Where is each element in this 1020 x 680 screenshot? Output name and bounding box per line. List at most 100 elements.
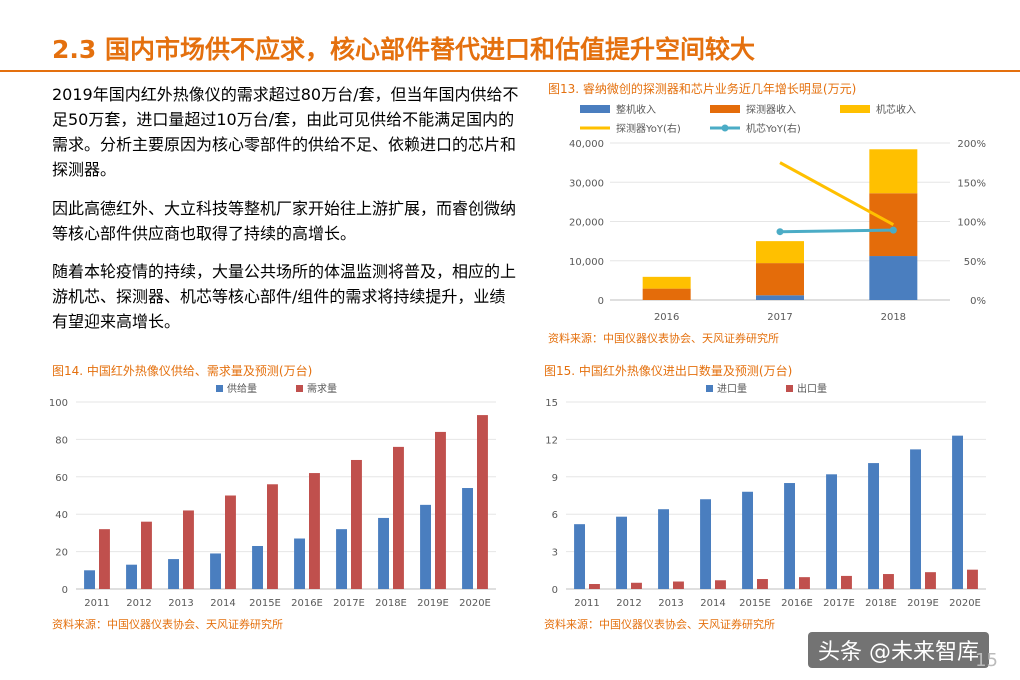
bar: [700, 499, 711, 589]
y-tick-label: 10,000: [569, 257, 604, 268]
bar: [967, 569, 978, 589]
fig13-title: 图13. 睿纳微创的探测器和芯片业务近几年增长明显(万元): [548, 82, 857, 96]
x-tick-label: 2018E: [865, 598, 897, 609]
bar: [658, 509, 669, 589]
y-tick-label: 15: [545, 398, 558, 409]
series-line: [779, 228, 894, 234]
legend-label: 机芯收入: [876, 103, 916, 116]
bar: [589, 584, 600, 589]
x-tick-label: 2019E: [417, 598, 449, 609]
legend-label: 机芯YoY(右): [746, 122, 801, 135]
x-tick-label: 2014: [210, 598, 235, 609]
bar: [183, 510, 194, 589]
x-tick-label: 2017E: [333, 598, 365, 609]
page-title: 2.3 国内市场供不应求，核心部件替代进口和估值提升空间较大: [52, 35, 755, 64]
legend-label: 供给量: [227, 382, 257, 395]
x-tick-label: 2020E: [459, 598, 491, 609]
fig14-chart: 0 20 40 60 80 100 2011 2012 2013 2014 2015E 2016E 20…: [49, 382, 496, 609]
x-tick-label: 2018E: [375, 598, 407, 609]
bar: [715, 580, 726, 589]
y-tick-label: 80: [55, 435, 68, 446]
legend-swatch: [840, 105, 870, 113]
x-tick-label: 2012: [616, 598, 641, 609]
title-divider: [0, 70, 1020, 72]
bar: [252, 545, 263, 589]
bar: [351, 459, 362, 589]
x-tick-label: 2016E: [291, 598, 323, 609]
y-tick-label: 6: [552, 510, 558, 521]
x-tick-label: 2016E: [781, 598, 813, 609]
bar: [225, 495, 236, 589]
y-tick-label: 30,000: [569, 178, 604, 189]
x-tick-label: 2017E: [823, 598, 855, 609]
fig15-chart: 0 3 6 9 12 15 2011 2012 2013 2014 2015E 2016E 2017E 2…: [545, 382, 986, 609]
fig15-title: 图15. 中国红外热像仪进出口数量及预测(万台): [544, 364, 793, 378]
y-tick-label: 60: [55, 473, 68, 484]
legend-swatch: [706, 385, 713, 392]
page-number: 15: [975, 650, 998, 671]
x-tick-label: 2019E: [907, 598, 939, 609]
legend-swatch: [786, 385, 793, 392]
bar: [141, 521, 152, 589]
x-tick-label: 2014: [700, 598, 725, 609]
x-tick-label: 2015E: [739, 598, 771, 609]
bar: [631, 582, 642, 589]
bar: [826, 474, 837, 589]
bar: [309, 473, 320, 589]
bar: [883, 574, 894, 589]
paragraph-1: 2019年国内红外热像仪的需求超过80万台/套，但当年国内供给不足50万套，进口…: [52, 85, 519, 179]
legend-swatch: [580, 105, 610, 113]
bar: [841, 575, 852, 589]
bar: [99, 529, 110, 589]
bar: [925, 572, 936, 589]
legend-label: 整机收入: [616, 103, 656, 116]
x-tick-label: 2017: [767, 312, 792, 323]
y-tick-label: 12: [545, 435, 558, 446]
x-tick-label: 2011: [574, 598, 599, 609]
y-tick-label: 40: [55, 510, 68, 521]
x-tick-label: 2013: [168, 598, 193, 609]
bar-segment: [642, 288, 691, 300]
bar-segment: [869, 149, 918, 194]
y2-tick-label: 100%: [957, 218, 986, 229]
y-tick-label: 3: [552, 548, 558, 559]
bar-segment: [756, 295, 804, 300]
x-tick-label: 2013: [658, 598, 683, 609]
bar: [673, 581, 684, 589]
bar: [742, 491, 753, 589]
x-tick-label: 2011: [84, 598, 109, 609]
bar: [84, 570, 95, 589]
fig14-source: 资料来源：中国仪器仪表协会、天风证券研究所: [52, 618, 283, 631]
bar: [267, 484, 278, 589]
bar-segment: [756, 263, 804, 296]
legend-swatch: [710, 105, 740, 113]
bar: [952, 435, 963, 589]
x-tick-label: 2012: [126, 598, 151, 609]
y2-tick-label: 200%: [957, 139, 986, 150]
y-tick-label: 9: [552, 473, 558, 484]
legend-label: 进口量: [717, 383, 747, 395]
bar: [378, 517, 389, 589]
bar: [294, 538, 305, 589]
bar: [168, 559, 179, 589]
legend-label: 探测器收入: [746, 103, 796, 116]
bar: [210, 553, 221, 589]
bar: [757, 579, 768, 589]
fig13-source: 资料来源：中国仪器仪表协会、天风证券研究所: [548, 332, 779, 345]
legend-label: 出口量: [797, 382, 827, 395]
bar: [477, 415, 488, 589]
bar: [393, 446, 404, 589]
x-tick-label: 2020E: [949, 598, 981, 609]
bar: [435, 431, 446, 589]
bar: [126, 564, 137, 589]
legend-label: 探测器YoY(右): [616, 122, 681, 135]
bar: [462, 488, 473, 589]
bar: [799, 577, 810, 589]
x-tick-label: 2016: [654, 312, 679, 323]
x-tick-label: 2015E: [249, 598, 281, 609]
bar-segment: [869, 256, 918, 300]
line-point: [889, 226, 897, 234]
bar: [868, 463, 879, 589]
fig13-chart: 0 10,000 20,000 30,000 40,000 0% 50% 100% 150% 20…: [569, 103, 986, 323]
line-point: [776, 228, 784, 236]
